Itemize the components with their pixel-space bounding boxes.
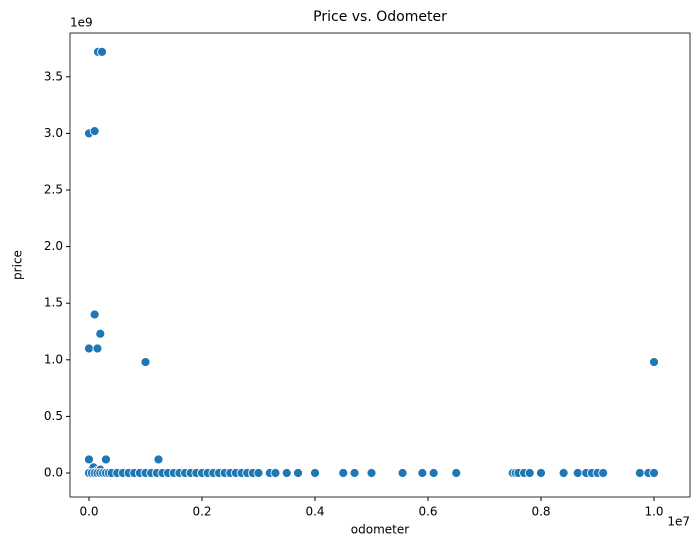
point bbox=[270, 468, 281, 478]
y-tick-label: 2.0 bbox=[44, 239, 63, 253]
y-tick-label: 0.5 bbox=[44, 409, 63, 423]
point bbox=[366, 468, 377, 478]
point bbox=[140, 357, 151, 367]
point bbox=[649, 468, 659, 478]
point bbox=[84, 343, 94, 354]
point bbox=[451, 468, 462, 478]
point bbox=[293, 468, 303, 478]
y-axis-label: price bbox=[11, 250, 25, 280]
x-axis-label: odometer bbox=[351, 523, 409, 537]
x-tick-label: 0.0 bbox=[79, 505, 98, 519]
point bbox=[598, 468, 609, 478]
x-tick-label: 0.2 bbox=[192, 505, 211, 519]
y-tick-label: 3.5 bbox=[44, 69, 63, 83]
point bbox=[428, 468, 439, 478]
point bbox=[572, 468, 583, 478]
point bbox=[101, 454, 111, 465]
point bbox=[153, 454, 164, 465]
point bbox=[349, 468, 360, 478]
chart-title: Price vs. Odometer bbox=[313, 9, 447, 25]
x-tick-label: 1.0 bbox=[644, 505, 663, 519]
point bbox=[281, 468, 292, 478]
point bbox=[536, 468, 546, 478]
y-tick-label: 1.5 bbox=[44, 296, 63, 310]
y-tick-label: 2.5 bbox=[44, 183, 63, 197]
point bbox=[92, 343, 103, 354]
plot-frame bbox=[69, 32, 691, 498]
point bbox=[97, 47, 107, 57]
y-offset-label: 1e9 bbox=[70, 16, 93, 30]
x-tick-label: 0.4 bbox=[305, 505, 324, 519]
point bbox=[253, 468, 264, 478]
y-tick-label: 3.0 bbox=[44, 126, 63, 140]
y-tick-label: 0.0 bbox=[44, 466, 63, 480]
point bbox=[417, 468, 428, 478]
point bbox=[634, 468, 645, 478]
point bbox=[338, 468, 349, 478]
point bbox=[95, 328, 106, 339]
point bbox=[397, 468, 408, 478]
x-tick-label: 0.6 bbox=[418, 505, 437, 519]
point bbox=[524, 468, 535, 478]
point bbox=[558, 468, 569, 478]
x-tick-label: 0.8 bbox=[531, 505, 550, 519]
point bbox=[310, 468, 320, 478]
point bbox=[89, 309, 100, 320]
point bbox=[649, 357, 659, 367]
point bbox=[89, 126, 100, 137]
point bbox=[84, 454, 94, 465]
x-offset-label: 1e7 bbox=[667, 515, 690, 529]
y-tick-label: 1.0 bbox=[44, 352, 63, 366]
